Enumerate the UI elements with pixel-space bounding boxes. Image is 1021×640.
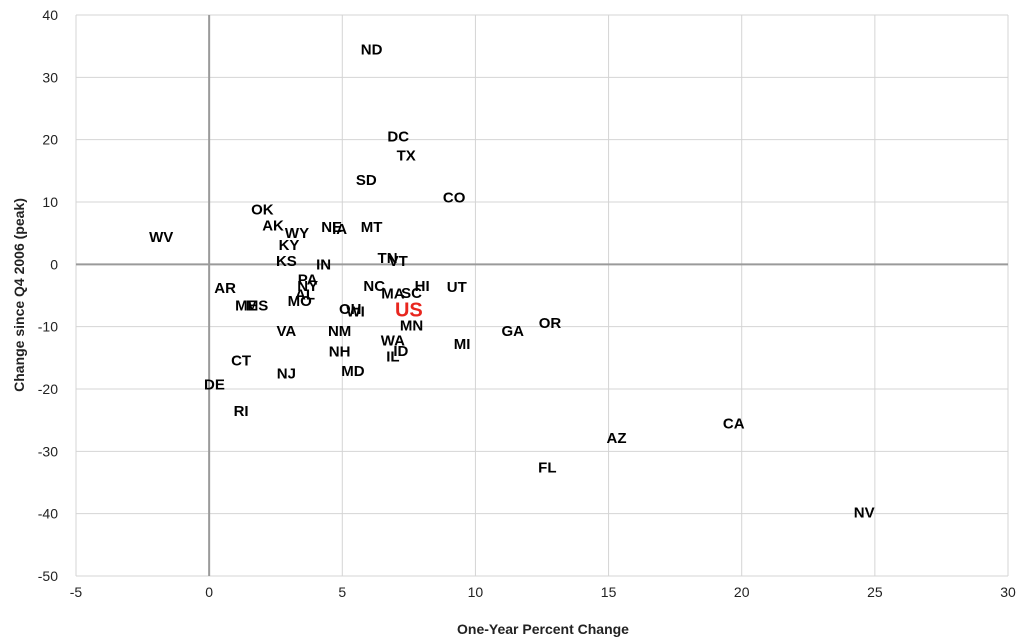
y-tick-label: 10 (42, 194, 58, 210)
data-point-ky: KY (279, 237, 300, 254)
data-point-va: VA (276, 323, 296, 340)
x-tick-label: 5 (338, 584, 346, 600)
data-point-tx: TX (397, 147, 416, 164)
data-point-az: AZ (607, 430, 627, 447)
data-point-ne: NE (321, 219, 342, 236)
data-point-ma: MA (381, 286, 404, 303)
x-tick-labels: -5 0 5 10 15 20 25 30 (70, 584, 1016, 600)
data-point-oh: OH (339, 301, 362, 318)
data-point-dc: DC (387, 129, 409, 146)
data-point-or: OR (539, 315, 562, 332)
data-point-nd: ND (361, 41, 383, 58)
data-point-nh: NH (329, 344, 351, 361)
data-point-ks: KS (276, 253, 297, 270)
data-point-vt: VT (389, 253, 408, 270)
data-point-nv: NV (854, 504, 875, 521)
data-point-mi: MI (454, 336, 471, 353)
data-point-ny: NY (297, 278, 318, 295)
x-axis-title: One-Year Percent Change (457, 621, 629, 637)
y-tick-label: 40 (42, 7, 58, 23)
data-point-ok: OK (251, 201, 274, 218)
data-point-ut: UT (447, 279, 467, 296)
x-tick-label: 20 (734, 584, 750, 600)
data-point-ca: CA (723, 415, 745, 432)
y-tick-label: 30 (42, 69, 58, 85)
data-point-ga: GA (501, 323, 524, 340)
grid-lines (75, 14, 1009, 577)
data-point-wv: WV (149, 229, 173, 246)
data-point-pa: PA (298, 271, 318, 288)
y-tick-label: -10 (38, 319, 58, 335)
y-axis-title: Change since Q4 2006 (peak) (11, 198, 27, 392)
data-point-in: IN (316, 256, 331, 273)
y-tick-label: 20 (42, 132, 58, 148)
zero-axes (76, 15, 1008, 576)
data-point-ri: RI (234, 403, 249, 420)
x-tick-label: 25 (867, 584, 883, 600)
x-tick-label: 0 (205, 584, 213, 600)
data-point-me: ME (235, 297, 258, 314)
data-point-wa: WA (381, 332, 405, 349)
data-point-tn: TN (378, 250, 398, 267)
data-point-hi: HI (415, 278, 430, 295)
data-point-sc: SC (401, 285, 422, 302)
data-point-ms: MS (246, 297, 269, 314)
data-point-al: AL (295, 286, 315, 303)
data-point-nm: NM (328, 323, 351, 340)
data-point-wy: WY (285, 225, 309, 242)
y-tick-label: -20 (38, 381, 58, 397)
data-point-nc: NC (363, 278, 385, 295)
data-point-nj: NJ (277, 365, 296, 382)
y-tick-label: -40 (38, 506, 58, 522)
data-point-us: US (395, 300, 423, 322)
y-tick-label: 0 (50, 256, 58, 272)
data-point-ak: AK (262, 218, 284, 235)
y-tick-label: -30 (38, 443, 58, 459)
y-tick-label: -50 (38, 568, 58, 584)
x-tick-label: -5 (70, 584, 83, 600)
data-point-md: MD (341, 363, 364, 380)
data-point-mn: MN (400, 317, 423, 334)
data-point-il: IL (386, 349, 399, 366)
x-tick-label: 10 (468, 584, 484, 600)
data-point-fl: FL (538, 460, 556, 477)
data-point-ia: IA (332, 221, 347, 238)
data-point-ar: AR (214, 280, 236, 297)
x-tick-label: 30 (1000, 584, 1016, 600)
data-point-de: DE (204, 377, 225, 394)
data-point-id: ID (393, 343, 408, 360)
data-point-mo: MO (288, 293, 312, 310)
x-tick-label: 15 (601, 584, 617, 600)
data-point-ct: CT (231, 352, 251, 369)
data-point-co: CO (443, 190, 466, 207)
data-point-sd: SD (356, 172, 377, 189)
data-point-wi: WI (346, 304, 364, 321)
y-tick-labels: 40 30 20 10 0 -10 -20 -30 -40 -50 (38, 7, 58, 584)
data-point-mt: MT (361, 219, 383, 236)
